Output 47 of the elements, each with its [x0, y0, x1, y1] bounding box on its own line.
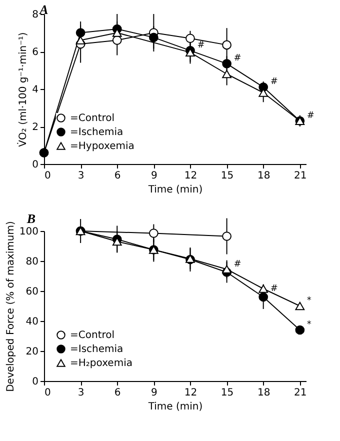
y-tick-label: 8 [32, 10, 38, 20]
y-tick-label: 2 [32, 122, 38, 133]
y-axis-title: V̇O₂ (ml·100 g⁻¹·min⁻¹) [16, 32, 30, 147]
x-axis-title: Time (min) [147, 402, 203, 412]
annotation: * [306, 320, 312, 330]
annotation: # [234, 259, 242, 270]
x-tick-label: 3 [78, 170, 84, 182]
y-tick-label: 60 [26, 286, 38, 298]
legend-label: =H₂poxemia [70, 358, 132, 369]
x-tick-label: 12 [184, 170, 198, 182]
y-tick-label: 0 [32, 376, 38, 388]
x-tick-label: 15 [220, 388, 234, 398]
annotation: # [306, 110, 314, 121]
chart-title: B [26, 210, 36, 226]
y-tick-label: 40 [26, 316, 38, 328]
annotation: # [234, 54, 242, 64]
legend-label: =Ischemia [70, 127, 124, 138]
legend-label: =Control [70, 330, 115, 341]
y-axis-title: Developed Force (% of maximum) [5, 221, 16, 392]
x-tick-label: 6 [114, 388, 121, 398]
y-tick-label: 6 [32, 47, 38, 58]
x-tick-label: 21 [294, 388, 307, 398]
x-tick-label: 15 [220, 170, 234, 182]
annotation: # [270, 77, 278, 88]
x-tick-label: 9 [150, 388, 158, 398]
x-tick-label: 18 [257, 170, 270, 182]
x-tick-label: 12 [184, 388, 198, 398]
x-tick-label: 0 [44, 170, 51, 182]
y-tick-label: 80 [26, 256, 38, 268]
annotation: * [306, 296, 312, 306]
annotation: # [270, 284, 278, 294]
legend-label: =Control [70, 113, 115, 124]
x-tick-label: 0 [44, 388, 51, 398]
legend-label: =Ischemia [70, 344, 124, 355]
y-tick-label: 100 [19, 226, 38, 238]
chart-title: A [38, 2, 49, 17]
y-tick-label: 4 [32, 84, 38, 96]
y-tick-label: 20 [26, 346, 38, 358]
x-tick-label: 21 [294, 170, 307, 182]
x-axis-title: Time (min) [147, 184, 203, 196]
y-tick-label: 0 [32, 160, 38, 170]
annotation: # [197, 40, 205, 51]
x-tick-label: 3 [78, 388, 84, 398]
x-tick-label: 18 [257, 388, 270, 398]
x-tick-label: 9 [150, 170, 158, 182]
legend-label: =Hypoxemia [70, 141, 134, 152]
x-tick-label: 6 [114, 170, 121, 182]
